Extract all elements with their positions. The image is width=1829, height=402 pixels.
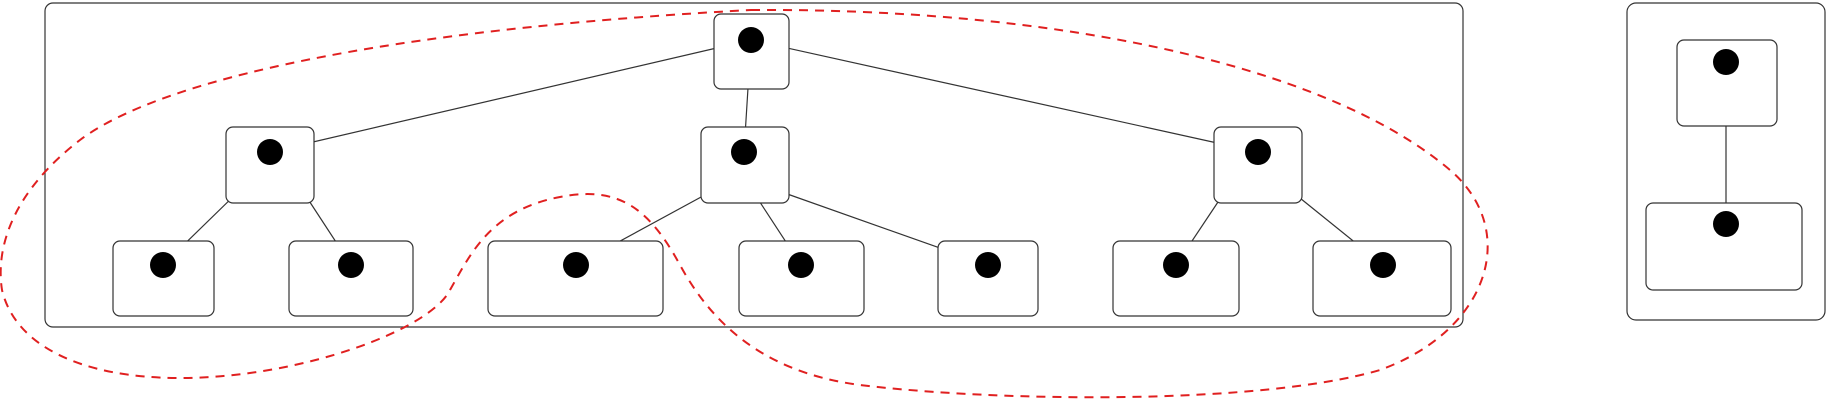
tree-node-leaf-3 <box>487 240 664 317</box>
node-box <box>288 240 414 317</box>
right-panel <box>1626 2 1826 321</box>
node-box <box>937 240 1039 317</box>
tree-node-level1-b <box>700 126 790 204</box>
tree-node-leaf-2 <box>288 240 414 317</box>
node-box <box>1676 39 1778 127</box>
node-dot <box>257 139 283 165</box>
dashed-boundary <box>0 8 1489 399</box>
node-box <box>487 240 664 317</box>
node-box <box>1312 240 1452 317</box>
node-box <box>1112 240 1240 317</box>
node-dot <box>738 27 764 53</box>
tree-node-leaf-4 <box>738 240 865 317</box>
node-box <box>700 126 790 204</box>
node-dot <box>1713 211 1739 237</box>
tree-node-leaf-6 <box>1112 240 1240 317</box>
tree-node-level1-a <box>225 126 315 204</box>
node-dot <box>338 252 364 278</box>
node-box <box>738 240 865 317</box>
node-dot <box>563 252 589 278</box>
tree-node-leaf-1 <box>112 240 215 317</box>
node-dot <box>975 252 1001 278</box>
edge-root-c <box>750 39 1259 153</box>
edge-root-a <box>269 39 752 153</box>
tree-node-leaf-5 <box>937 240 1039 317</box>
node-dot <box>150 252 176 278</box>
node-dot <box>731 139 757 165</box>
tree-node-leaf-7 <box>1312 240 1452 317</box>
left-panel <box>0 2 1489 399</box>
right-tree-node-child <box>1645 202 1803 291</box>
tree-node-level1-c <box>1213 126 1303 204</box>
node-box <box>112 240 215 317</box>
node-dot <box>1245 139 1271 165</box>
node-dot <box>788 252 814 278</box>
right-panel-frame <box>1626 2 1826 321</box>
node-dot <box>1370 252 1396 278</box>
tree-node-root <box>713 13 790 90</box>
node-dot <box>1713 49 1739 75</box>
node-dot <box>1163 252 1189 278</box>
node-box <box>1645 202 1803 291</box>
left-panel-frame <box>44 2 1464 328</box>
right-tree-node-root <box>1676 39 1778 127</box>
